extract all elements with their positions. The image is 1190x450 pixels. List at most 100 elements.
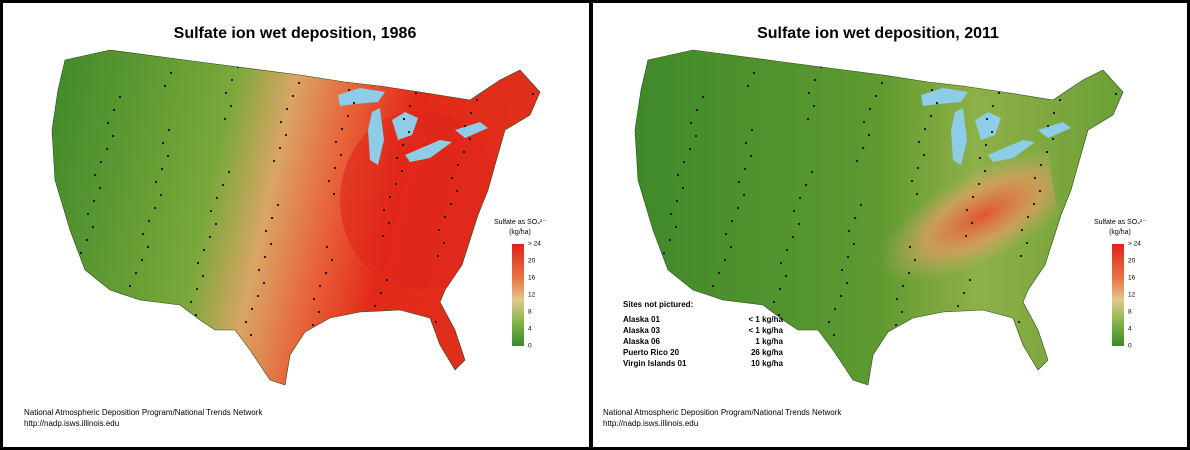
site-value: < 1 kg/ha <box>749 326 784 335</box>
station-dot <box>839 294 843 298</box>
station-dot <box>797 222 801 226</box>
station-dot <box>111 134 115 138</box>
station-dot <box>895 297 899 301</box>
station-dot <box>325 245 329 249</box>
station-dot <box>867 133 871 137</box>
station-dot <box>846 255 850 259</box>
station-dot <box>984 143 988 147</box>
station-dot <box>1039 163 1043 167</box>
station-dot <box>167 128 171 132</box>
legend-title: Sulfate as SO₄²⁻ <box>494 219 546 226</box>
station-dot <box>1019 254 1023 258</box>
station-dot <box>840 268 844 272</box>
station-dot <box>153 206 157 210</box>
station-dot <box>194 313 198 317</box>
station-dot <box>140 258 144 262</box>
credit-line: http://nadp.isws.illinois.edu <box>603 419 698 428</box>
station-dot <box>347 88 351 92</box>
station-dot <box>778 287 782 291</box>
station-dot <box>855 159 859 163</box>
station-dot <box>346 114 350 118</box>
legend-tick-label: > 24 <box>1128 241 1141 248</box>
site-name: Puerto Rico 20 <box>623 348 680 357</box>
station-dot <box>1052 111 1056 115</box>
station-dot <box>189 300 193 304</box>
great-lake <box>405 140 452 162</box>
station-dot <box>956 304 960 308</box>
station-dot <box>668 238 672 242</box>
station-dot <box>195 287 199 291</box>
panel-divider <box>589 0 593 450</box>
station-dot <box>382 208 386 212</box>
us-map <box>51 49 541 386</box>
station-dot <box>93 173 97 177</box>
station-dot <box>913 258 917 262</box>
station-dot <box>169 71 173 75</box>
legend-tick-label: 0 <box>1128 343 1132 350</box>
station-dot <box>394 182 398 186</box>
station-dot <box>311 323 315 327</box>
sites-title: Sites not pictured: <box>623 300 693 309</box>
legend-tick-label: 8 <box>528 309 532 316</box>
station-dot <box>272 159 276 163</box>
station-dot <box>196 261 200 265</box>
station-dot <box>900 310 904 314</box>
station-dot <box>662 251 666 255</box>
station-dot <box>128 284 132 288</box>
station-dot <box>962 291 966 295</box>
station-dot <box>414 91 418 95</box>
station-dot <box>134 271 138 275</box>
station-dot <box>859 203 863 207</box>
station-dot <box>978 156 982 160</box>
station-dot <box>737 180 741 184</box>
station-dot <box>327 179 331 183</box>
station-dot <box>682 160 686 164</box>
station-dot <box>92 199 96 203</box>
legend-tick-label: 16 <box>1128 275 1136 282</box>
station-dot <box>675 199 679 203</box>
station-dot <box>91 225 95 229</box>
station-dot <box>98 186 102 190</box>
station-dot <box>285 107 289 111</box>
station-dot <box>86 212 90 216</box>
site-name: Alaska 03 <box>623 326 660 335</box>
station-dot <box>813 78 817 82</box>
map-panel: Sulfate ion wet deposition, 1986 Sulfate … <box>24 25 546 428</box>
station-dot <box>785 248 789 252</box>
station-dot <box>1058 98 1062 102</box>
site-name: Alaska 01 <box>623 315 660 324</box>
station-dot <box>908 245 912 249</box>
great-lake <box>975 112 1001 140</box>
station-dot <box>263 255 267 259</box>
station-dot <box>154 180 158 184</box>
station-dot <box>437 228 441 232</box>
legend-tick-label: > 24 <box>528 241 541 248</box>
legend-tick-label: 16 <box>528 275 536 282</box>
site-value: 26 kg/ha <box>751 348 784 357</box>
station-dot <box>223 117 227 121</box>
station-dot <box>340 127 344 131</box>
station-dot <box>744 141 748 145</box>
station-dot <box>711 284 715 288</box>
station-dot <box>436 254 440 258</box>
station-dot <box>99 160 103 164</box>
station-dot <box>531 92 535 96</box>
station-dot <box>468 137 472 141</box>
station-dot <box>743 167 747 171</box>
station-dot <box>339 153 343 157</box>
station-dot <box>227 170 231 174</box>
station-dot <box>798 196 802 200</box>
station-dot <box>1033 176 1037 180</box>
station-dot <box>791 235 795 239</box>
station-dot <box>318 284 322 288</box>
station-dot <box>812 104 816 108</box>
station-dot <box>916 166 920 170</box>
station-dot <box>166 154 170 158</box>
station-dot <box>997 91 1001 95</box>
station-dot <box>209 209 213 213</box>
station-dot <box>1038 189 1042 193</box>
station-dot <box>1025 241 1029 245</box>
station-dot <box>806 117 810 121</box>
legend-unit: (kg/ha) <box>1109 229 1131 236</box>
